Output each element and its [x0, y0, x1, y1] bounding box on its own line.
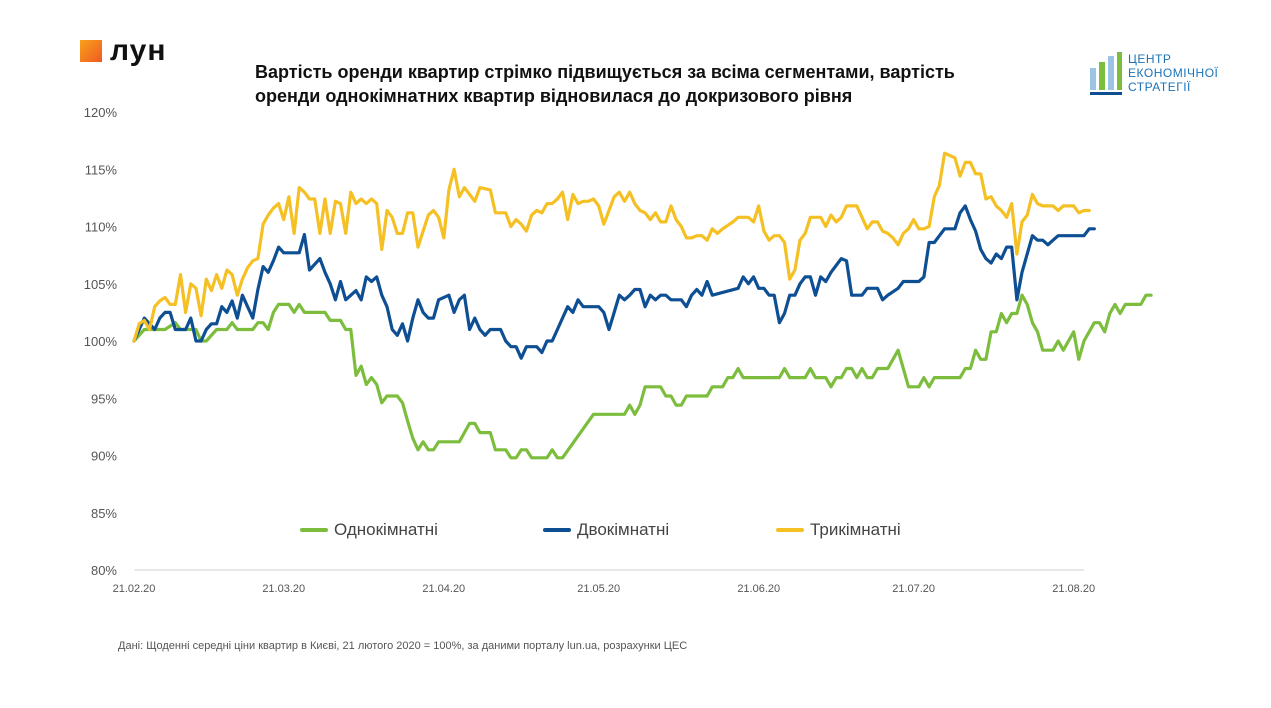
ces-logo-line-2: ЕКОНОМІЧНОЇ: [1128, 66, 1219, 80]
chart-title-line-1: Вартість оренди квартир стрімко підвищує…: [255, 62, 955, 82]
y-tick-label: 85%: [91, 506, 117, 521]
x-tick-label: 21.06.20: [737, 583, 780, 595]
legend-label: Однокімнатні: [334, 520, 438, 539]
lun-logo-mark: [80, 40, 102, 62]
legend-label: Трикімнатні: [810, 520, 901, 539]
y-tick-label: 90%: [91, 449, 117, 464]
y-tick-label: 120%: [84, 105, 118, 120]
series-line-three-room: [132, 151, 1091, 343]
legend-item-two-room: Двокімнатні: [543, 520, 669, 540]
footer-note: Дані: Щоденні середні ціни квартир в Киє…: [118, 640, 688, 652]
x-tick-label: 21.05.20: [577, 583, 620, 595]
ces-logo-line-3: СТРАТЕГІЇ: [1128, 80, 1191, 94]
ces-logo-mark: [1090, 52, 1122, 95]
ces-logo-text: ЦЕНТР ЕКОНОМІЧНОЇ СТРАТЕГІЇ: [1128, 52, 1218, 94]
ces-bar-4: [1117, 52, 1122, 90]
y-tick-label: 95%: [91, 391, 117, 406]
lun-logo: лун: [80, 34, 167, 67]
x-tick-label: 21.07.20: [892, 583, 935, 595]
ces-logo-line-1: ЦЕНТР: [1128, 52, 1172, 66]
ces-bar-2: [1099, 62, 1105, 90]
ces-bar-1: [1090, 68, 1096, 90]
ces-bar-3: [1108, 56, 1114, 90]
lun-logo-text: лун: [110, 34, 167, 67]
chart-title: Вартість оренди квартир стрімко підвищує…: [255, 60, 1015, 108]
x-axis-labels: 21.02.20 21.03.20 21.04.20 21.05.20 21.06.20…: [113, 583, 1096, 595]
y-tick-label: 110%: [85, 220, 118, 235]
legend-swatch: [776, 528, 804, 532]
legend-swatch: [543, 528, 571, 532]
y-tick-label: 100%: [84, 334, 118, 349]
series-lines: [132, 151, 1153, 460]
series-line-two-room: [132, 204, 1096, 360]
y-tick-label: 115%: [85, 162, 118, 177]
legend-item-three-room: Трикімнатні: [776, 520, 901, 540]
series-line-one-room: [132, 293, 1153, 460]
ces-logo: ЦЕНТР ЕКОНОМІЧНОЇ СТРАТЕГІЇ: [1090, 52, 1218, 96]
legend-item-one-room: Однокімнатні: [300, 520, 438, 540]
chart-title-line-2: оренди однокімнатних квартир відновилася…: [255, 86, 853, 106]
x-tick-label: 21.04.20: [422, 583, 465, 595]
x-tick-label: 21.03.20: [262, 583, 305, 595]
legend-swatch: [300, 528, 328, 532]
x-tick-label: 21.08.20: [1052, 583, 1095, 595]
y-axis-labels: 80% 85% 90% 95% 100% 105% 110% 115% 120%: [84, 105, 118, 578]
y-tick-label: 105%: [84, 277, 118, 292]
ces-base-line: [1090, 92, 1122, 95]
chart-legend: Однокімнатні Двокімнатні Трикімнатні: [0, 520, 1271, 544]
x-tick-label: 21.02.20: [113, 583, 156, 595]
y-tick-label: 80%: [91, 563, 117, 578]
legend-label: Двокімнатні: [577, 520, 670, 539]
